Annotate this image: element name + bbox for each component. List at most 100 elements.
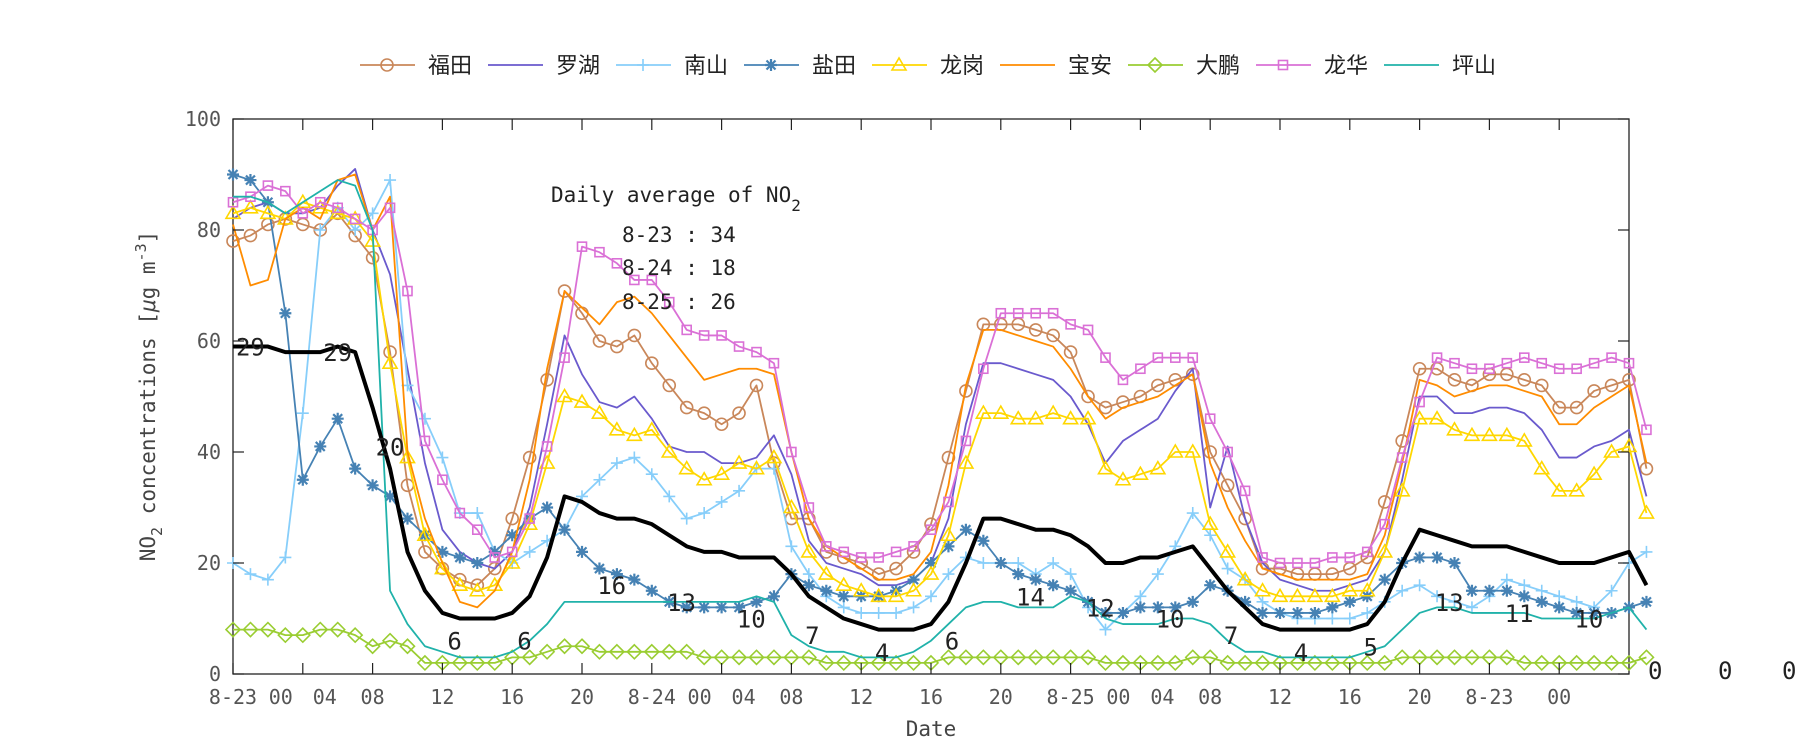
data-point xyxy=(1184,443,1202,458)
data-point xyxy=(1343,612,1356,625)
data-point xyxy=(227,168,239,181)
data-point xyxy=(1274,606,1286,619)
data-point xyxy=(1341,582,1359,597)
mean-value-label: 4 xyxy=(875,639,889,667)
data-point xyxy=(314,224,327,236)
data-point xyxy=(1465,584,1478,597)
data-point xyxy=(1029,573,1042,586)
data-point xyxy=(1079,410,1097,425)
data-point xyxy=(643,643,660,660)
data-point xyxy=(713,465,730,481)
data-point xyxy=(1097,654,1114,672)
data-point xyxy=(1201,515,1219,530)
data-point xyxy=(1552,400,1566,415)
data-point xyxy=(1519,352,1530,363)
data-point xyxy=(418,545,432,559)
data-point xyxy=(907,573,920,586)
data-point xyxy=(1063,345,1078,359)
data-point xyxy=(1220,478,1235,493)
data-point xyxy=(942,568,955,581)
data-point xyxy=(1239,485,1251,497)
data-point xyxy=(872,606,885,619)
data-point xyxy=(855,552,867,563)
data-point xyxy=(663,490,676,503)
data-point xyxy=(765,649,783,666)
annotation-line-2: 8-24 : 18 xyxy=(622,256,736,280)
right-edge-labels: 0 0 0 xyxy=(1648,657,1796,685)
data-point xyxy=(573,393,591,408)
data-point xyxy=(943,496,954,508)
data-point xyxy=(1062,410,1079,425)
data-point xyxy=(538,643,556,660)
data-point xyxy=(1151,568,1164,581)
data-point xyxy=(1081,389,1095,404)
data-point xyxy=(786,446,797,458)
data-point xyxy=(1309,557,1321,569)
data-point xyxy=(262,180,274,191)
data-point xyxy=(661,643,678,660)
x-tick-label: 8-25 xyxy=(1047,685,1095,709)
data-point xyxy=(714,417,729,432)
data-point xyxy=(1413,579,1426,592)
data-point xyxy=(1465,601,1478,614)
data-point xyxy=(959,523,972,536)
data-point xyxy=(1149,654,1166,672)
data-point xyxy=(837,590,850,603)
legend-marker xyxy=(1146,56,1164,74)
data-point xyxy=(1588,606,1601,619)
x-tick-label: 12 xyxy=(430,685,454,709)
data-point xyxy=(697,406,711,420)
data-point xyxy=(1603,443,1620,458)
data-point xyxy=(940,649,957,666)
data-point xyxy=(1376,654,1393,672)
data-point xyxy=(469,654,486,672)
data-point xyxy=(1184,649,1201,666)
y-axis-ticks: 0 20 40 60 80 100 xyxy=(185,107,1629,686)
data-point xyxy=(1393,482,1411,497)
data-point xyxy=(1428,649,1446,666)
data-point xyxy=(628,451,641,464)
data-point xyxy=(296,407,309,420)
data-point xyxy=(1534,378,1549,393)
series-宝安 xyxy=(232,173,1648,609)
data-point xyxy=(908,541,919,552)
data-point xyxy=(1065,319,1076,330)
x-tick-label: 08 xyxy=(779,685,803,709)
data-point xyxy=(716,330,727,341)
data-point xyxy=(803,502,815,513)
data-point xyxy=(1236,571,1254,586)
data-point xyxy=(366,479,379,492)
data-point xyxy=(765,448,783,464)
legend-marker xyxy=(765,59,777,71)
data-point xyxy=(1169,601,1182,614)
data-point xyxy=(259,621,277,638)
legend-marker xyxy=(637,59,649,71)
data-point xyxy=(1306,587,1324,603)
data-point xyxy=(505,511,520,526)
data-point xyxy=(1640,545,1653,558)
data-point xyxy=(1289,587,1306,603)
data-point xyxy=(419,435,431,447)
data-point xyxy=(1587,384,1601,398)
data-point xyxy=(1431,551,1444,564)
data-point xyxy=(925,590,937,603)
data-point xyxy=(1569,400,1584,415)
data-point xyxy=(1515,432,1533,447)
data-point xyxy=(1585,465,1603,481)
data-point xyxy=(1412,361,1427,376)
data-point xyxy=(1219,654,1236,672)
data-point xyxy=(314,440,327,453)
data-point xyxy=(1361,546,1373,558)
data-point xyxy=(261,573,274,586)
data-point xyxy=(733,484,746,497)
annotation-title-sub: 2 xyxy=(791,196,801,215)
data-point xyxy=(1603,654,1620,672)
data-point xyxy=(660,443,678,458)
data-point xyxy=(279,551,292,564)
y-title-sub: 2 xyxy=(148,527,166,536)
data-point xyxy=(1378,573,1391,586)
data-point xyxy=(244,174,257,187)
data-point xyxy=(977,557,990,569)
data-point xyxy=(349,462,362,475)
data-point xyxy=(314,196,326,208)
